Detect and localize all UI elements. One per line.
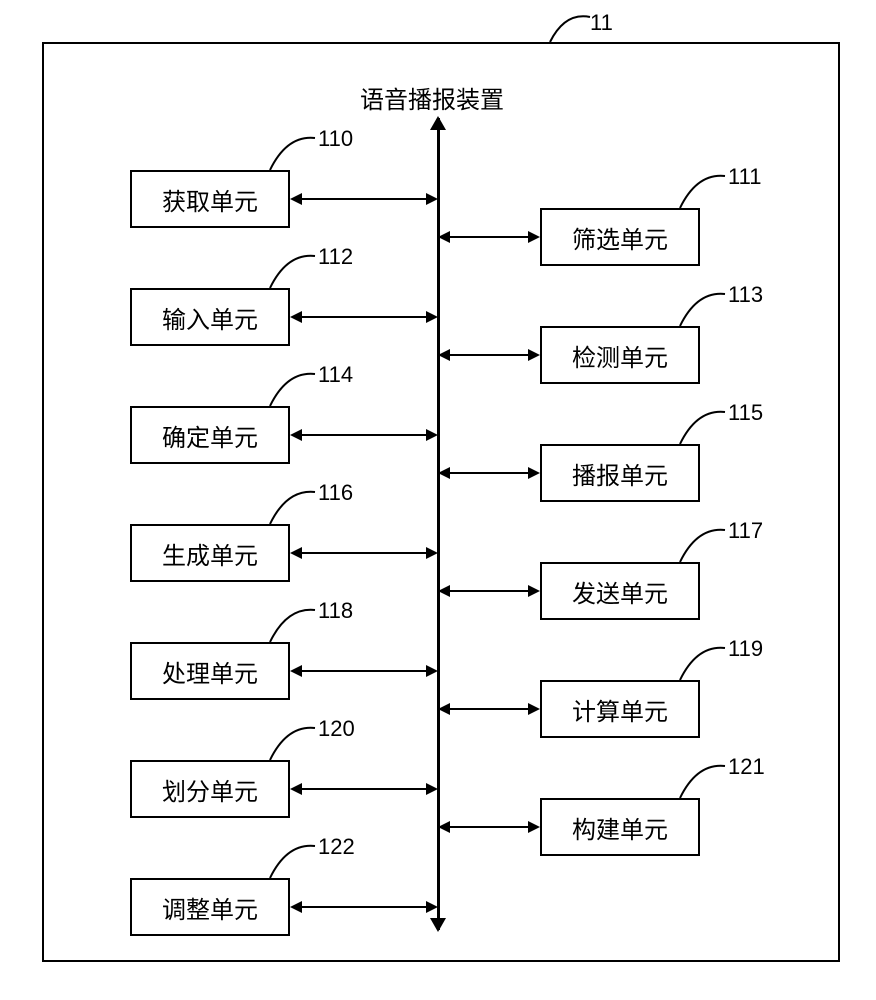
connector-arrow-right [528,585,540,597]
connector-arrow-left [438,821,450,833]
unit-box-118: 处理单元 [130,642,290,700]
connector-arrow-right [528,349,540,361]
connector-arrow-right [528,231,540,243]
connector-arrow-left [290,665,302,677]
unit-box-116: 生成单元 [130,524,290,582]
connector-arrow-left [290,311,302,323]
unit-box-121: 构建单元 [540,798,700,856]
connector-line [300,198,428,200]
unit-box-122: 调整单元 [130,878,290,936]
connector-line [300,788,428,790]
connector-line [448,590,530,592]
bus-arrow-bottom [430,918,446,932]
unit-box-114: 确定单元 [130,406,290,464]
connector-line [300,906,428,908]
connector-line [448,236,530,238]
connector-arrow-right [426,193,438,205]
connector-arrow-left [290,429,302,441]
connector-arrow-left [438,467,450,479]
connector-arrow-right [528,821,540,833]
unit-number-119: 119 [728,636,763,662]
outer-label: 11 [590,10,613,36]
connector-arrow-right [426,311,438,323]
unit-box-113: 检测单元 [540,326,700,384]
unit-number-112: 112 [318,244,353,270]
bus-arrow-top [430,116,446,130]
unit-number-115: 115 [728,400,763,426]
connector-arrow-left [290,193,302,205]
unit-number-116: 116 [318,480,353,506]
unit-number-110: 110 [318,126,353,152]
connector-arrow-right [528,703,540,715]
connector-arrow-left [290,547,302,559]
unit-number-121: 121 [728,754,765,780]
diagram-title: 语音播报装置 [360,80,504,115]
connector-arrow-left [290,901,302,913]
connector-line [300,552,428,554]
unit-box-117: 发送单元 [540,562,700,620]
connector-line [448,472,530,474]
connector-line [448,826,530,828]
unit-number-114: 114 [318,362,353,388]
connector-arrow-left [438,585,450,597]
diagram-canvas: 11 语音播报装置获取单元 110 输入单元 112 确定单元 114 生成单元 116 处理单元… [0,0,876,1000]
unit-box-111: 筛选单元 [540,208,700,266]
unit-number-122: 122 [318,834,355,860]
connector-line [300,316,428,318]
connector-line [448,354,530,356]
connector-arrow-left [290,783,302,795]
unit-number-120: 120 [318,716,355,742]
connector-arrow-right [528,467,540,479]
unit-box-120: 划分单元 [130,760,290,818]
connector-arrow-left [438,231,450,243]
connector-arrow-right [426,901,438,913]
unit-number-113: 113 [728,282,763,308]
connector-arrow-right [426,665,438,677]
connector-arrow-right [426,429,438,441]
unit-box-119: 计算单元 [540,680,700,738]
connector-arrow-right [426,547,438,559]
connector-line [448,708,530,710]
connector-line [300,434,428,436]
unit-number-111: 111 [728,164,761,190]
connector-line [300,670,428,672]
unit-box-112: 输入单元 [130,288,290,346]
connector-arrow-left [438,703,450,715]
unit-box-115: 播报单元 [540,444,700,502]
unit-number-118: 118 [318,598,353,624]
unit-box-110: 获取单元 [130,170,290,228]
connector-arrow-left [438,349,450,361]
unit-number-117: 117 [728,518,763,544]
connector-arrow-right [426,783,438,795]
